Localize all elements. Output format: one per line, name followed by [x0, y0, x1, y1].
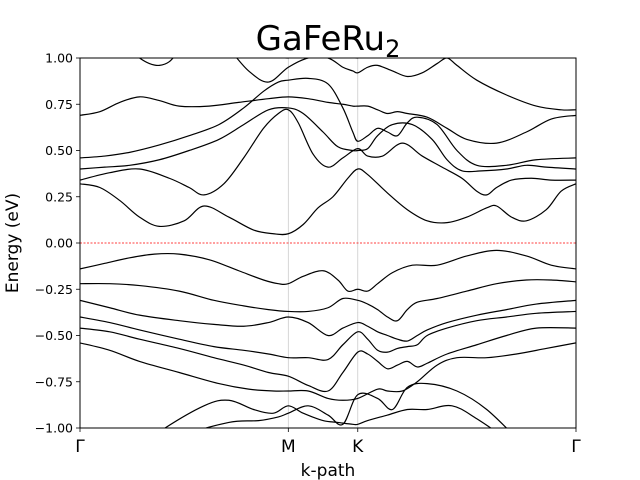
bands [80, 58, 576, 428]
y-tick-label: 0.00 [45, 236, 73, 251]
x-tick-label: M [281, 437, 296, 457]
band-6 [80, 299, 576, 342]
x-tick-label: K [352, 437, 364, 457]
band-12 [80, 77, 576, 168]
y-axis-ticks: −1.00 −0.75 −0.50 −0.25 0.00 0.25 0.50 0.75 1.00 [35, 51, 80, 436]
y-tick-label: −0.75 [35, 374, 73, 389]
band-5 [80, 310, 576, 361]
band-13 [80, 96, 576, 144]
y-tick-label: −0.25 [35, 282, 73, 297]
y-tick-label: −1.00 [35, 421, 73, 436]
band-9 [80, 168, 576, 236]
band-8 [80, 249, 576, 293]
band-3 [80, 342, 576, 401]
band-2 [203, 382, 508, 428]
band-1 [163, 399, 492, 428]
chart-title: GaFeRu2 [256, 19, 401, 63]
band-10 [80, 108, 576, 196]
y-tick-label: 0.50 [45, 143, 73, 158]
y-tick-label: 1.00 [45, 51, 73, 66]
x-tick-label: Γ [571, 437, 581, 457]
band-4 [80, 326, 576, 393]
y-axis-label: Energy (eV) [3, 193, 23, 293]
y-tick-label: 0.25 [45, 189, 73, 204]
band-11 [80, 106, 576, 173]
band-14 [138, 58, 576, 111]
band-7 [80, 279, 576, 322]
y-tick-label: 0.75 [45, 97, 73, 112]
x-tick-label: Γ [75, 437, 85, 457]
y-tick-label: −0.50 [35, 328, 73, 343]
x-axis-label: k-path [301, 461, 356, 480]
chart-title-subscript: 2 [385, 35, 400, 63]
chart-title-main: GaFeRu [256, 19, 385, 59]
